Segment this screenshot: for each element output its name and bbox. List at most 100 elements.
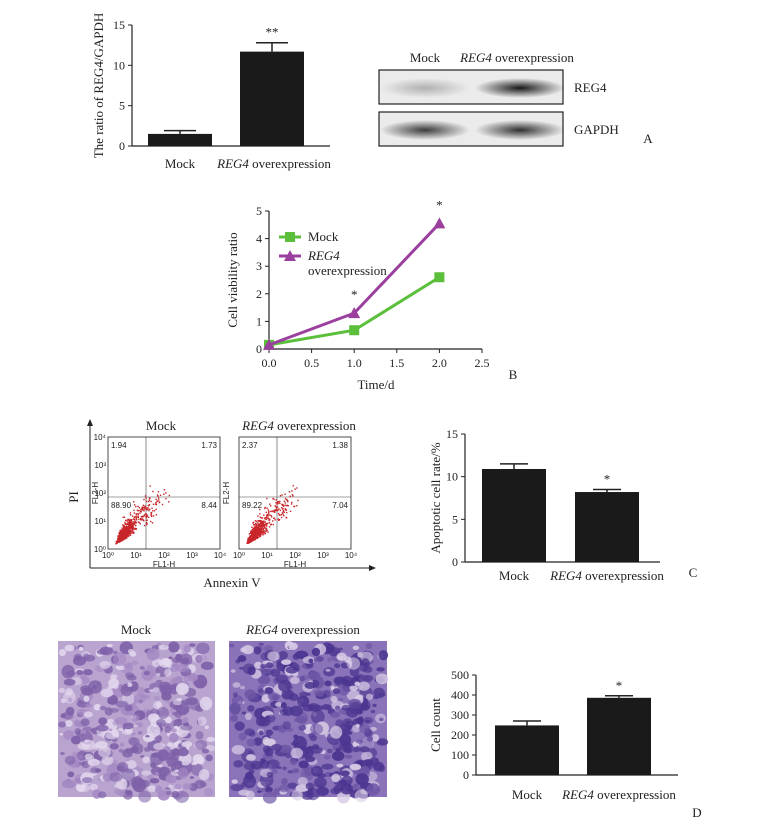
fl2-axis-title: FL2-H [222, 482, 231, 504]
panel-letter-a: A [643, 131, 653, 146]
cell-blob [127, 704, 133, 708]
flow-dot [128, 530, 131, 532]
flow-dot [127, 527, 129, 529]
quadrant-value-ur: 1.38 [332, 441, 348, 450]
flow-dot [254, 525, 256, 527]
flow-dot [292, 495, 294, 497]
flow-dot [150, 500, 152, 503]
cell-blob [105, 732, 118, 740]
flow-dot [119, 533, 121, 535]
cell-blob [346, 657, 361, 670]
flow-dot [258, 520, 260, 523]
flow-dot [284, 502, 286, 504]
cell-blob [177, 767, 189, 780]
cell-blob [130, 745, 139, 754]
flow-dot [119, 541, 121, 543]
flow-dot [252, 539, 254, 541]
flow-dot [133, 532, 135, 534]
cell-blob [60, 752, 65, 756]
cell-blob [311, 709, 325, 724]
flow-dot [131, 529, 134, 531]
flow-dot [257, 520, 259, 522]
y-axis-label: Apoptotic cell rate/% [428, 442, 443, 553]
flow-dot [158, 501, 161, 503]
cell-blob [82, 669, 93, 676]
flow-dot [268, 526, 271, 528]
flow-dot [129, 512, 132, 514]
flow-dot [126, 530, 128, 533]
flow-dot [142, 519, 145, 521]
cell-blob [235, 659, 241, 664]
cell-blob [156, 706, 170, 720]
flow-dot [132, 521, 134, 523]
cell-blob [127, 682, 133, 688]
cell-blob [80, 718, 90, 727]
flow-dot [272, 497, 274, 500]
micrograph-title-mock: Mock [121, 622, 152, 637]
flow-dot [128, 528, 130, 530]
flow-dot [133, 523, 135, 526]
flow-dot [152, 510, 154, 512]
blot-band-label: REG4 [574, 80, 607, 95]
cell-blob [183, 675, 193, 682]
cell-blob [119, 742, 125, 747]
y-decade-label: 10⁰ [94, 545, 106, 554]
flow-dot [127, 523, 129, 526]
cell-blob [64, 720, 73, 727]
flow-dot [265, 528, 267, 530]
flow-dot [275, 499, 277, 501]
flow-dot [131, 531, 134, 533]
flow-dot [281, 503, 283, 506]
flow-dot [259, 530, 261, 532]
cell-blob [270, 668, 281, 677]
flow-dot [133, 509, 135, 512]
flow-dot [258, 531, 260, 533]
flow-dot [126, 527, 128, 530]
flow-dot [258, 536, 260, 539]
cell-blob [181, 719, 187, 724]
cell-blob [151, 766, 163, 776]
flow-dot [124, 537, 126, 540]
cell-blob [232, 692, 238, 698]
flow-dot [133, 501, 135, 503]
cell-blob [115, 700, 129, 708]
flow-dot [253, 537, 255, 540]
cell-blob [98, 746, 111, 758]
flow-dot [266, 507, 268, 509]
cell-blob [114, 716, 128, 725]
legend-label-mock: Mock [308, 229, 339, 244]
flow-dot [282, 505, 285, 507]
cell-blob [335, 748, 341, 752]
cell-blob [176, 705, 189, 715]
flow-dot [125, 532, 128, 534]
y-tick-label: 300 [451, 708, 469, 722]
flow-dot [247, 539, 249, 541]
flow-dot [250, 535, 253, 537]
flow-dot [131, 515, 134, 517]
flow-dot [297, 499, 299, 502]
blot-lane-label-reg4: REG4 overexpression [459, 50, 574, 65]
flow-dot [126, 535, 129, 537]
flow-dot [294, 488, 296, 490]
flow-dot [127, 529, 130, 531]
flow-dot [122, 528, 124, 531]
flow-dot [264, 518, 266, 520]
flow-dot [277, 502, 279, 505]
flow-dot [257, 532, 260, 534]
cell-blob [366, 735, 373, 742]
cell-blob [93, 703, 102, 711]
flow-dot [125, 526, 127, 528]
flow-dot [277, 518, 280, 520]
cell-blob [348, 685, 359, 691]
cell-blob [161, 691, 172, 701]
cell-blob [298, 760, 309, 769]
cell-blob [109, 772, 123, 782]
cell-blob [339, 770, 350, 777]
cell-blob [76, 669, 84, 676]
flow-dot [263, 514, 265, 516]
flow-dot [252, 533, 254, 535]
flow-dot [118, 541, 120, 543]
blot-band [380, 78, 470, 98]
flow-dot [255, 533, 258, 536]
flow-dot [287, 504, 289, 507]
